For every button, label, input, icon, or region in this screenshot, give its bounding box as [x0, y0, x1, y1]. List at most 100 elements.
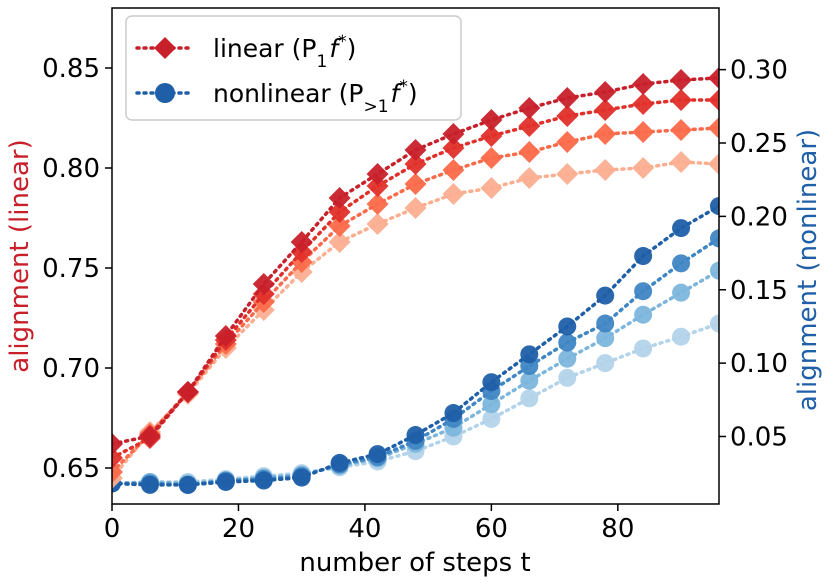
point-linear-1 — [594, 159, 617, 181]
series-line-linear-4 — [112, 76, 719, 446]
point-linear-4 — [594, 81, 617, 103]
point-nonlinear-2 — [672, 283, 691, 302]
point-linear-3 — [632, 93, 655, 115]
point-linear-2 — [670, 119, 693, 141]
point-linear-4 — [442, 123, 465, 145]
point-nonlinear-4 — [444, 404, 463, 423]
point-linear-4 — [480, 109, 503, 131]
point-linear-4 — [138, 425, 161, 447]
point-nonlinear-4 — [558, 317, 577, 336]
point-linear-4 — [366, 163, 389, 185]
point-linear-1 — [442, 183, 465, 205]
point-nonlinear-1 — [596, 354, 615, 373]
point-linear-3 — [594, 99, 617, 121]
point-linear-4 — [708, 67, 719, 89]
right-y-axis: 0.05 0.10 0.15 0.20 0.25 0.30 — [719, 56, 788, 452]
point-linear-3 — [112, 447, 123, 469]
point-nonlinear-3 — [672, 254, 691, 273]
legend-label-main: nonlinear (P — [213, 79, 363, 108]
point-linear-1 — [328, 231, 351, 253]
point-nonlinear-4 — [406, 426, 425, 445]
point-linear-4 — [214, 325, 237, 347]
point-nonlinear-4 — [520, 345, 539, 364]
point-nonlinear-1 — [558, 368, 577, 387]
point-linear-4 — [112, 433, 123, 455]
x-axis-title: number of steps t — [299, 548, 530, 578]
point-linear-3 — [404, 153, 427, 175]
point-linear-3 — [366, 175, 389, 197]
point-linear-3 — [480, 125, 503, 147]
series-linear-1 — [112, 151, 719, 489]
point-linear-2 — [632, 121, 655, 143]
point-linear-2 — [594, 123, 617, 145]
point-nonlinear-4 — [140, 475, 159, 494]
point-nonlinear-4 — [368, 445, 387, 464]
x-axis-title-text: number of steps t — [299, 548, 530, 578]
point-linear-3 — [518, 115, 541, 137]
legend-label-sup: * — [399, 77, 408, 97]
point-nonlinear-2 — [558, 349, 577, 368]
legend-circle-marker — [155, 83, 175, 103]
point-nonlinear-1 — [634, 339, 653, 358]
point-linear-1 — [480, 177, 503, 199]
point-linear-1 — [632, 157, 655, 179]
legend-label-main: linear (P — [213, 34, 317, 63]
point-linear-3 — [708, 89, 719, 111]
right-y-tick-label: 0.15 — [730, 276, 788, 306]
x-tick-label: 40 — [348, 514, 381, 544]
left-y-tick-label: 0.80 — [42, 154, 100, 184]
point-linear-3 — [556, 105, 579, 127]
x-tick-label: 60 — [475, 514, 508, 544]
right-y-tick-label: 0.05 — [730, 422, 788, 452]
point-linear-4 — [290, 231, 313, 253]
point-nonlinear-2 — [520, 371, 539, 390]
point-linear-4 — [404, 139, 427, 161]
point-nonlinear-4 — [482, 373, 501, 392]
series-layer — [112, 67, 719, 494]
legend: linear (P1f*) nonlinear (P>1f*) — [125, 15, 462, 121]
point-nonlinear-2 — [710, 261, 719, 280]
right-y-tick-label: 0.25 — [730, 129, 788, 159]
legend-entry-linear: linear (P1f*) — [135, 32, 356, 72]
point-linear-1 — [556, 163, 579, 185]
legend-label: linear (P1f*) — [213, 32, 356, 72]
point-nonlinear-4 — [634, 247, 653, 265]
legend-label-sub: >1 — [363, 97, 388, 117]
point-linear-4 — [252, 273, 275, 295]
point-linear-3 — [670, 89, 693, 111]
legend-label-close: ) — [347, 34, 357, 63]
point-nonlinear-3 — [634, 282, 653, 301]
point-linear-2 — [112, 461, 123, 483]
point-nonlinear-4 — [216, 472, 235, 491]
legend-label-sup: * — [338, 32, 347, 52]
right-axis-title: alignment (nonlinear) — [793, 129, 823, 411]
point-nonlinear-4 — [330, 453, 349, 472]
right-y-tick-label: 0.30 — [730, 56, 788, 86]
point-nonlinear-4 — [292, 468, 311, 487]
x-tick-label: 0 — [104, 514, 121, 544]
left-y-tick-label: 0.65 — [42, 454, 100, 484]
right-y-tick-label: 0.10 — [730, 349, 788, 379]
left-y-tick-label: 0.75 — [42, 254, 100, 284]
point-nonlinear-3 — [596, 314, 615, 333]
series-line-nonlinear-1 — [112, 321, 719, 486]
left-y-tick-label: 0.70 — [42, 354, 100, 384]
point-nonlinear-4 — [178, 475, 197, 494]
legend-diamond-marker — [154, 37, 176, 59]
point-linear-1 — [708, 153, 719, 175]
point-linear-2 — [366, 193, 389, 215]
point-linear-2 — [708, 117, 719, 139]
x-tick-label: 80 — [601, 514, 634, 544]
point-nonlinear-2 — [596, 329, 615, 348]
point-nonlinear-4 — [710, 197, 719, 216]
point-nonlinear-1 — [520, 389, 539, 408]
point-nonlinear-4 — [596, 286, 615, 305]
series-nonlinear-1 — [112, 314, 719, 493]
point-nonlinear-1 — [710, 314, 719, 333]
point-linear-3 — [328, 201, 351, 223]
point-nonlinear-2 — [634, 305, 653, 324]
point-linear-2 — [442, 159, 465, 181]
point-linear-2 — [328, 215, 351, 237]
point-linear-4 — [556, 87, 579, 109]
